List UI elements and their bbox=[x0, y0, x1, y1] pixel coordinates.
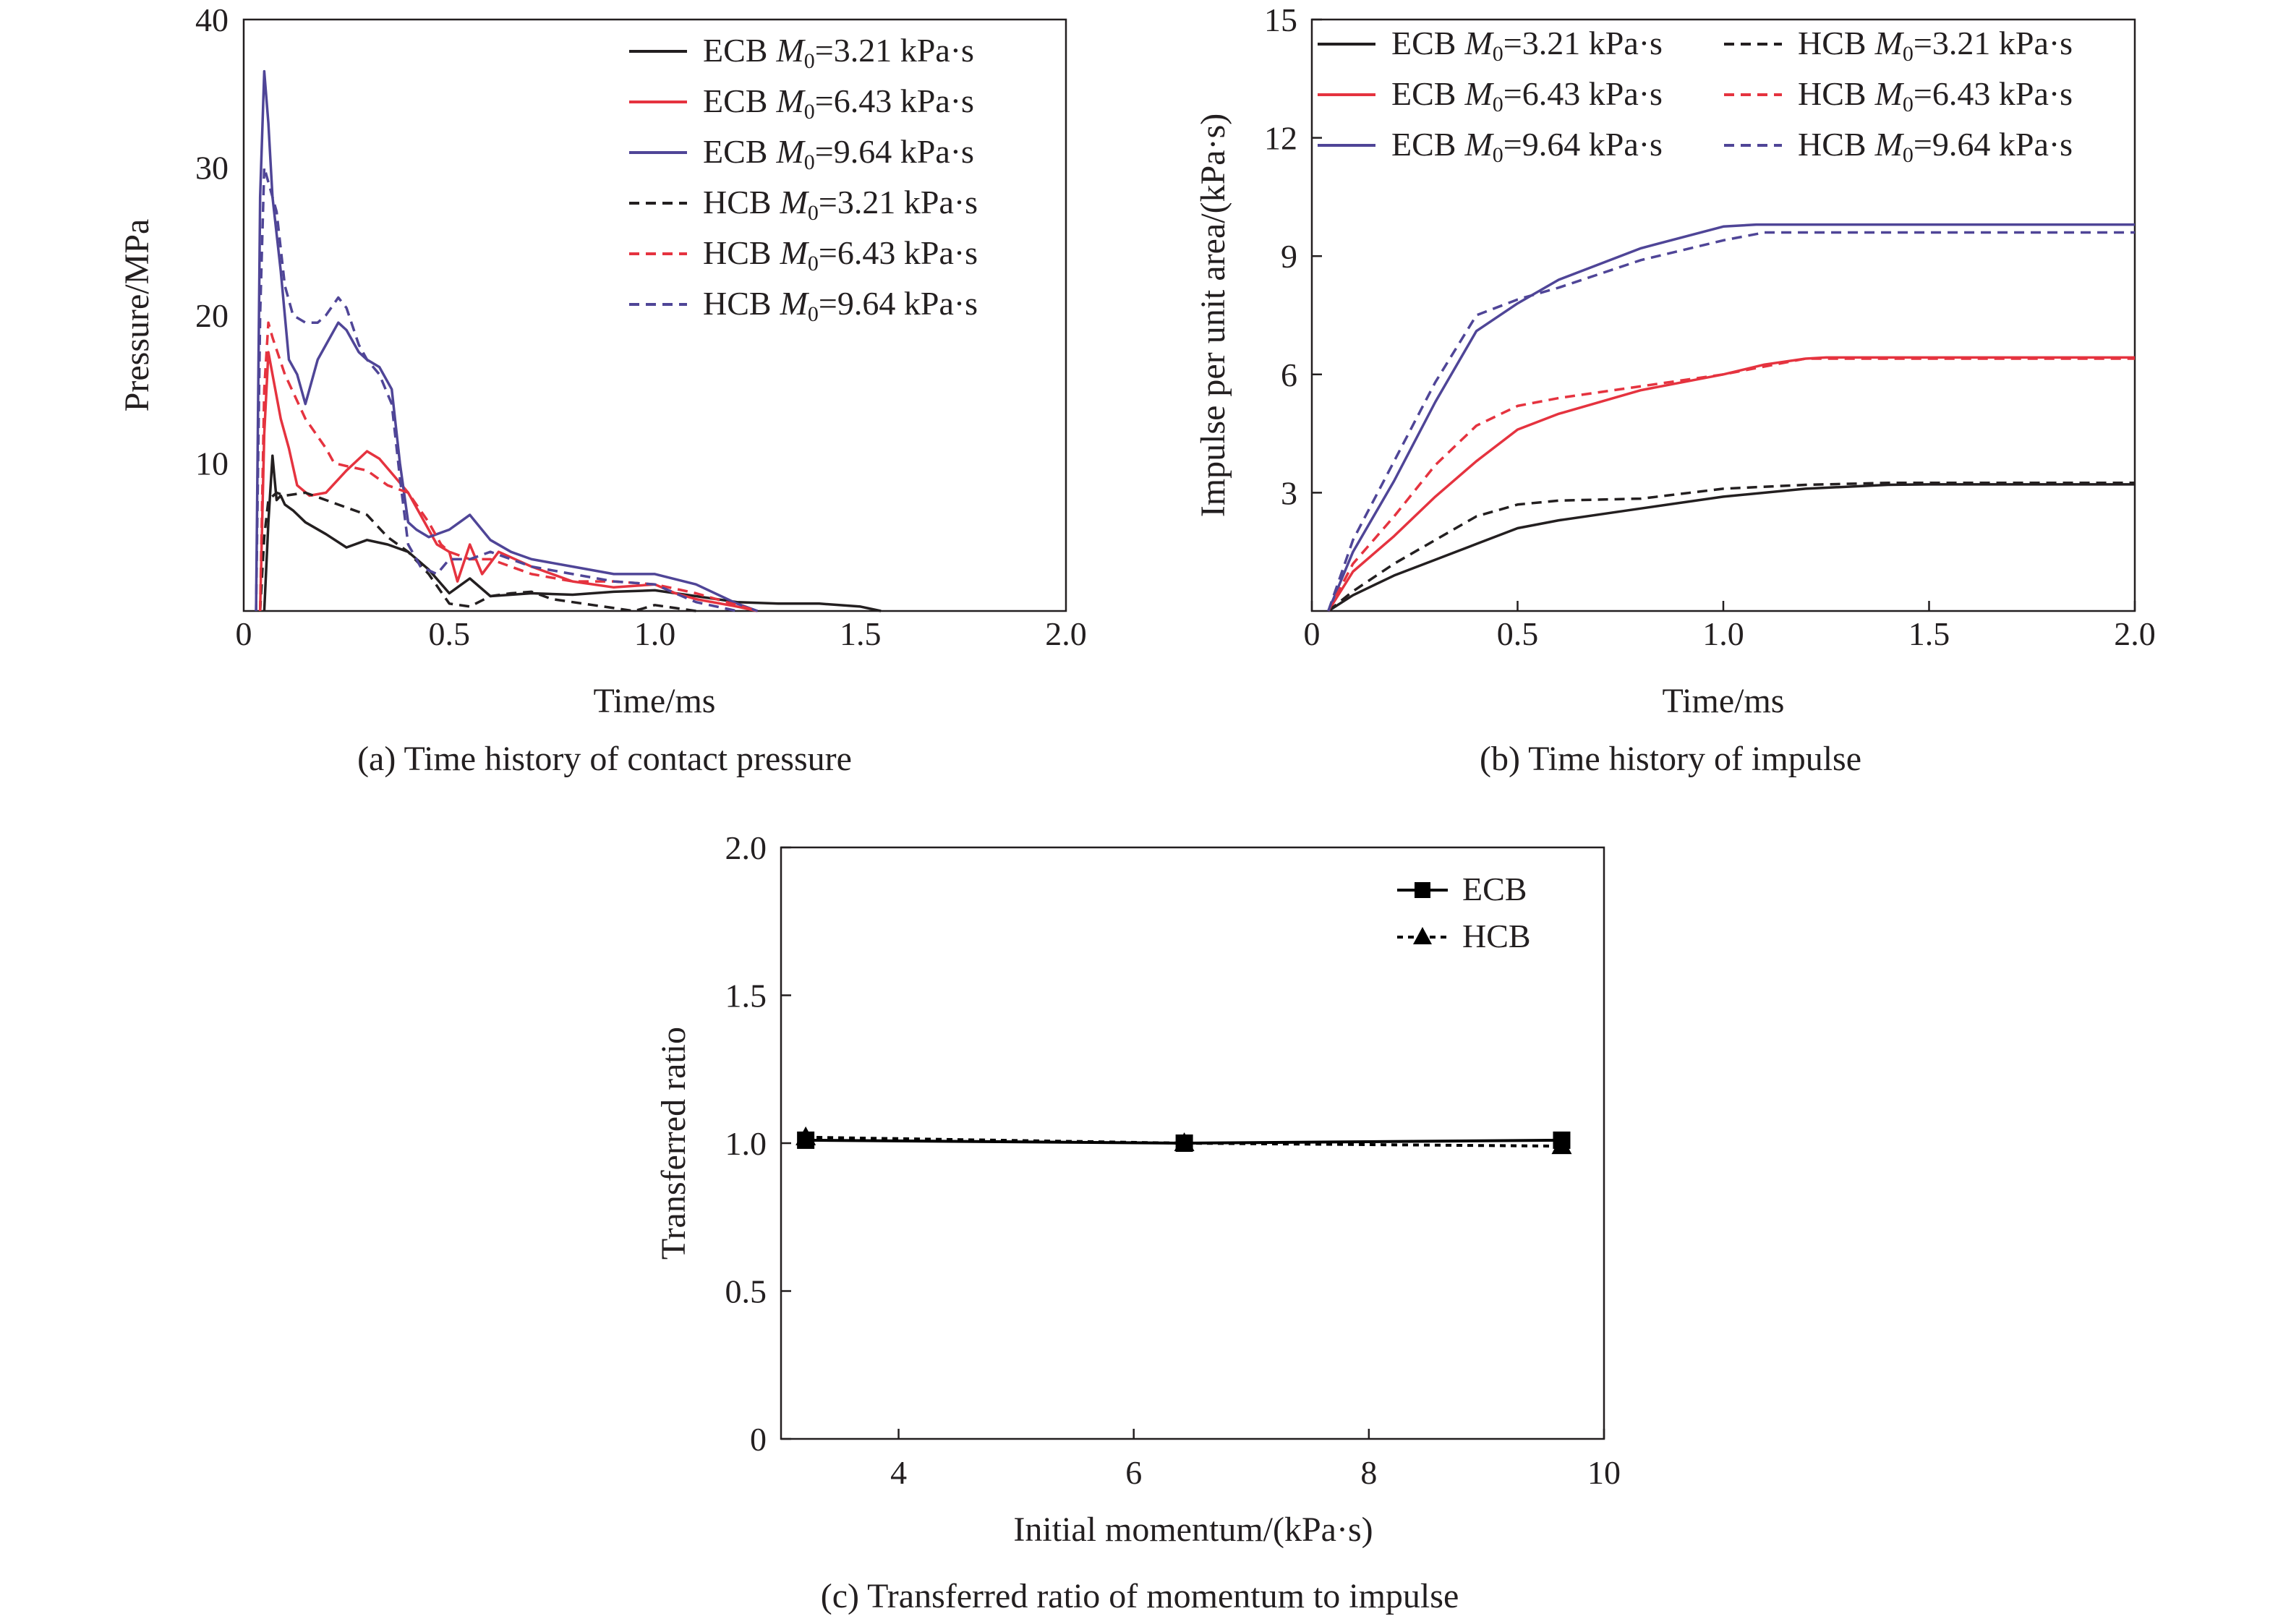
y-tick-label: 3 bbox=[1281, 474, 1297, 511]
panel-c-transferred-ratio: 4 6 8 10 0 0.5 1.0 1.5 2.0 ECB HCB Initial moment… bbox=[654, 829, 1621, 1615]
x-tick-label: 1.0 bbox=[634, 615, 676, 652]
legend-label: ECB M0=9.64 kPa·s bbox=[1391, 126, 1663, 167]
series-line-hcb-3 bbox=[258, 491, 696, 612]
x-tick-label: 0.5 bbox=[1497, 615, 1539, 652]
legend: ECB M0=3.21 kPa·s ECB M0=6.43 kPa·s ECB M0=9.… bbox=[629, 32, 978, 326]
x-axis-label: Initial momentum/(kPa·s) bbox=[1013, 1510, 1373, 1549]
x-tick-label: 0 bbox=[236, 615, 252, 652]
y-tick-label: 6 bbox=[1281, 356, 1297, 393]
y-axis-label: Impulse per unit area/(kPa·s) bbox=[1194, 114, 1232, 517]
legend-label: ECB M0=6.43 kPa·s bbox=[703, 82, 974, 124]
y-tick-label: 2.0 bbox=[725, 829, 767, 866]
y-axis-label: Transferred ratio bbox=[654, 1027, 693, 1260]
legend: ECB HCB bbox=[1397, 871, 1531, 954]
x-tick-label: 1.5 bbox=[1908, 615, 1950, 652]
series-line-hcb-4 bbox=[1327, 357, 2135, 612]
legend-label: HCB M0=3.21 kPa·s bbox=[703, 184, 978, 225]
axis-ticks: 0 0.5 1.0 1.5 2.0 10 20 30 40 bbox=[195, 1, 1087, 652]
legend-label: ECB bbox=[1462, 871, 1527, 907]
legend-label: HCB M0=9.64 kPa·s bbox=[1798, 126, 2073, 167]
series-line-ecb-2 bbox=[255, 69, 759, 612]
series-line-hcb-5 bbox=[255, 166, 738, 612]
y-axis-label: Pressure/MPa bbox=[118, 219, 156, 412]
y-tick-label: 9 bbox=[1281, 238, 1297, 275]
axis-ticks: 0 0.5 1.0 1.5 2.0 3 6 9 12 15 bbox=[1264, 1, 2156, 652]
data-point-triangle bbox=[1551, 1135, 1572, 1155]
series-line-ecb-2 bbox=[1327, 223, 2135, 612]
y-tick-label: 1.0 bbox=[725, 1125, 767, 1162]
x-axis-label: Time/ms bbox=[594, 682, 716, 720]
legend: ECB M0=3.21 kPa·s ECB M0=6.43 kPa·s ECB M0=9.… bbox=[1318, 25, 2073, 167]
y-tick-label: 15 bbox=[1264, 1, 1297, 38]
x-tick-label: 8 bbox=[1360, 1454, 1377, 1491]
legend-label: HCB M0=6.43 kPa·s bbox=[1798, 75, 2073, 116]
legend-marker-triangle bbox=[1413, 927, 1432, 944]
y-tick-label: 12 bbox=[1264, 120, 1297, 157]
x-tick-label: 1.0 bbox=[1702, 615, 1744, 652]
caption: (b) Time history of impulse bbox=[1480, 740, 1861, 778]
plot-frame bbox=[242, 18, 1067, 612]
caption: (a) Time history of contact pressure bbox=[357, 740, 852, 778]
x-tick-label: 1.5 bbox=[840, 615, 882, 652]
x-tick-label: 0 bbox=[1304, 615, 1321, 652]
data-point-triangle bbox=[1174, 1132, 1195, 1151]
legend-label: HCB M0=6.43 kPa·s bbox=[703, 234, 978, 275]
y-tick-label: 30 bbox=[195, 150, 229, 187]
legend-label: ECB M0=3.21 kPa·s bbox=[703, 32, 974, 73]
y-tick-label: 1.5 bbox=[725, 978, 767, 1014]
y-tick-label: 0 bbox=[750, 1421, 767, 1458]
legend-label: HCB M0=9.64 kPa·s bbox=[703, 285, 978, 326]
data-point-triangle bbox=[795, 1126, 816, 1145]
x-tick-label: 10 bbox=[1587, 1454, 1621, 1491]
y-tick-label: 40 bbox=[195, 1, 229, 38]
series-line-ecb-0 bbox=[263, 454, 882, 612]
x-tick-label: 2.0 bbox=[2114, 615, 2156, 652]
y-tick-label: 0.5 bbox=[725, 1273, 767, 1310]
x-axis-label: Time/ms bbox=[1663, 682, 1785, 720]
legend-label: ECB M0=9.64 kPa·s bbox=[703, 133, 974, 174]
legend-marker-square bbox=[1415, 882, 1430, 898]
legend-label: HCB M0=3.21 kPa·s bbox=[1798, 25, 2073, 66]
caption: (c) Transferred ratio of momentum to imp… bbox=[821, 1577, 1459, 1615]
series-group bbox=[1327, 223, 2135, 612]
x-tick-label: 4 bbox=[890, 1454, 907, 1491]
series-group bbox=[795, 1126, 1572, 1155]
series-line-hcb-4 bbox=[258, 321, 759, 612]
y-tick-label: 20 bbox=[195, 297, 229, 334]
x-tick-label: 6 bbox=[1125, 1454, 1142, 1491]
series-line-ecb-1 bbox=[258, 351, 758, 612]
series-line-ecb-0 bbox=[1327, 483, 2135, 612]
legend-label: ECB M0=6.43 kPa·s bbox=[1391, 75, 1663, 116]
series-line-hcb-3 bbox=[1327, 482, 2135, 612]
legend-label: HCB bbox=[1462, 918, 1531, 954]
x-tick-label: 2.0 bbox=[1045, 615, 1087, 652]
series-line-hcb-5 bbox=[1327, 231, 2135, 612]
series-line-hcb-1 bbox=[806, 1135, 1562, 1148]
y-tick-label: 10 bbox=[195, 445, 229, 482]
series-group bbox=[255, 69, 882, 612]
series-line-ecb-1 bbox=[1327, 356, 2135, 612]
axis-ticks: 4 6 8 10 0 0.5 1.0 1.5 2.0 bbox=[725, 829, 1621, 1491]
legend-label: ECB M0=3.21 kPa·s bbox=[1391, 25, 1663, 66]
x-tick-label: 0.5 bbox=[429, 615, 471, 652]
